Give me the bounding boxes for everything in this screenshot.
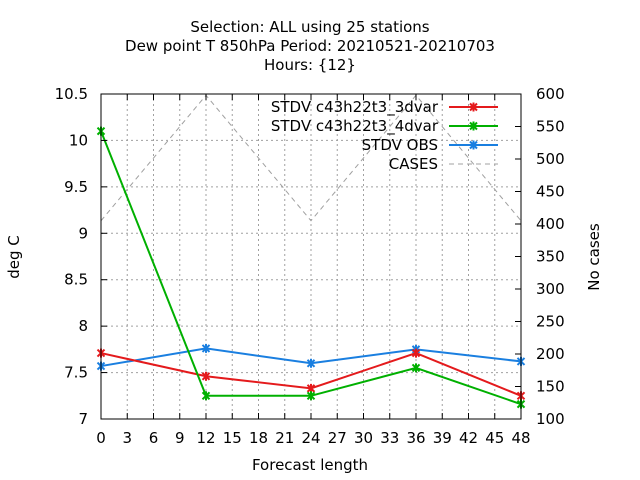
y2-tick-label: 500 [536,150,565,168]
y2-tick-label: 150 [536,378,565,396]
x-tick-label: 18 [249,429,268,447]
data-point [201,391,211,401]
y2-axis-label: No cases [585,223,603,291]
y2-tick-label: 450 [536,183,565,201]
y2-tick-label: 250 [536,313,565,331]
x-tick-label: 3 [122,429,132,447]
y2-tick-label: 350 [536,248,565,266]
x-tick-label: 27 [328,429,347,447]
series-layer [96,94,526,409]
legend-marker [469,102,478,112]
y2-tick-label: 550 [536,118,565,136]
x-tick-label: 6 [149,429,159,447]
data-point [201,371,211,381]
x-axis-label: Forecast length [252,456,368,474]
legend-label: STDV c43h22t3_3dvar [271,98,439,117]
x-tick-label: 9 [175,429,185,447]
y2-tick-label: 400 [536,215,565,233]
y2-tick-label: 200 [536,345,565,363]
x-tick-label: 33 [380,429,399,447]
x-tick-label: 30 [354,429,373,447]
y2-tick-label: 100 [536,410,565,428]
x-tick-label: 0 [96,429,106,447]
y-tick-label: 7.5 [64,364,88,382]
legend-marker [469,121,478,131]
title-line-3: Hours: {12} [264,56,356,74]
y-tick-label: 9.5 [64,178,88,196]
title-line-2: Dew point T 850hPa Period: 20210521-2021… [125,37,495,55]
legend-label: STDV c43h22t3_4dvar [271,117,439,136]
x-tick-label: 48 [511,429,530,447]
data-point [411,363,421,373]
legend-label: STDV OBS [362,136,438,154]
data-point [306,358,316,368]
y2-tick-label: 600 [536,85,565,103]
y-tick-label: 8 [78,317,88,335]
x-tick-label: 12 [196,429,215,447]
title-line-1: Selection: ALL using 25 stations [190,18,429,36]
y-tick-label: 10.5 [55,85,88,103]
data-point [306,391,316,401]
x-tick-label: 36 [406,429,425,447]
y-axis-label: deg C [5,235,23,279]
y-tick-label: 7 [78,410,88,428]
x-tick-label: 42 [459,429,478,447]
x-tick-label: 45 [485,429,504,447]
legend-label: CASES [389,155,438,173]
y-tick-label: 10 [69,131,88,149]
x-tick-label: 21 [275,429,294,447]
legend-marker [469,140,478,150]
cases-line [100,94,522,222]
y-tick-label: 8.5 [64,271,88,289]
x-tick-label: 24 [301,429,320,447]
data-point [411,348,421,358]
y2-tick-label: 300 [536,280,565,298]
series-group [100,94,522,222]
x-tick-label: 15 [223,429,242,447]
axis-ticks: 0 3 6 9 12 15 18 21 24 27 30 33 36 39 42 45 4877.588.599… [55,85,565,447]
y-tick-label: 9 [78,224,88,242]
data-point [201,343,211,353]
chart-title: Selection: ALL using 25 stations Dew poi… [125,18,495,74]
x-tick-label: 39 [433,429,452,447]
